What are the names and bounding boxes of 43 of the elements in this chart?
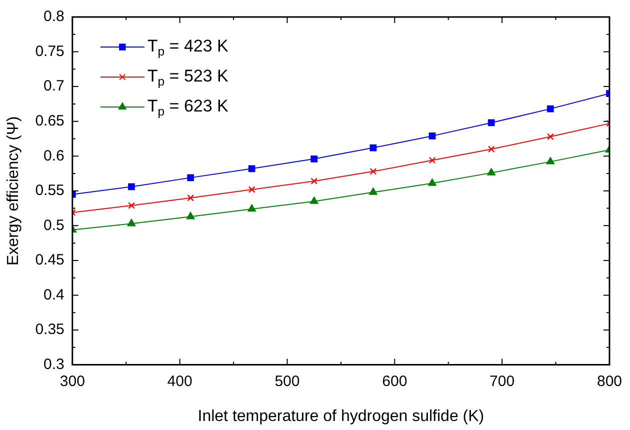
- point: [248, 165, 256, 172]
- point: [128, 183, 135, 190]
- point: [488, 146, 495, 153]
- y-tick-label: 0.7: [44, 78, 64, 95]
- y-tick-label: 0.65: [35, 112, 64, 130]
- point: [546, 157, 554, 164]
- point: [546, 133, 554, 140]
- point: [310, 178, 318, 185]
- x-axis-title: Inlet temperature of hydrogen sulfide (K): [198, 408, 484, 425]
- point: [487, 168, 496, 176]
- y-tick-label: 0.8: [44, 8, 64, 26]
- y-tick-label: 0.4: [44, 286, 64, 304]
- x-tick-label: 800: [596, 372, 622, 390]
- point: [546, 105, 554, 112]
- point: [187, 174, 194, 182]
- point: [428, 178, 436, 186]
- point: [488, 119, 495, 126]
- point: [310, 196, 318, 204]
- x-tick-label: 300: [60, 372, 85, 390]
- point: [186, 212, 195, 220]
- y-tick-label: 0.3: [44, 356, 64, 373]
- y-tick-label: 0.55: [35, 182, 64, 200]
- point: [187, 194, 194, 202]
- x-tick-label: 500: [274, 372, 300, 390]
- y-tick-label: 0.5: [44, 216, 64, 234]
- x-tick-label: 600: [382, 372, 408, 390]
- y-tick-label: 0.75: [35, 42, 64, 60]
- y-axis-title: Exergy efficiency (Ψ): [5, 116, 22, 266]
- point: [370, 144, 377, 152]
- point: [370, 168, 377, 175]
- point: [248, 186, 256, 193]
- y-tick-label: 0.45: [35, 252, 64, 269]
- point: [428, 132, 436, 140]
- point: [128, 202, 135, 209]
- point: [248, 204, 256, 212]
- x-tick-label: 400: [167, 372, 192, 390]
- point: [369, 188, 378, 195]
- point: [127, 218, 136, 226]
- y-tick-label: 0.35: [35, 321, 64, 338]
- point: [310, 155, 318, 162]
- x-tick-label: 700: [490, 372, 515, 390]
- y-tick-label: 0.6: [44, 147, 64, 164]
- point: [428, 156, 436, 164]
